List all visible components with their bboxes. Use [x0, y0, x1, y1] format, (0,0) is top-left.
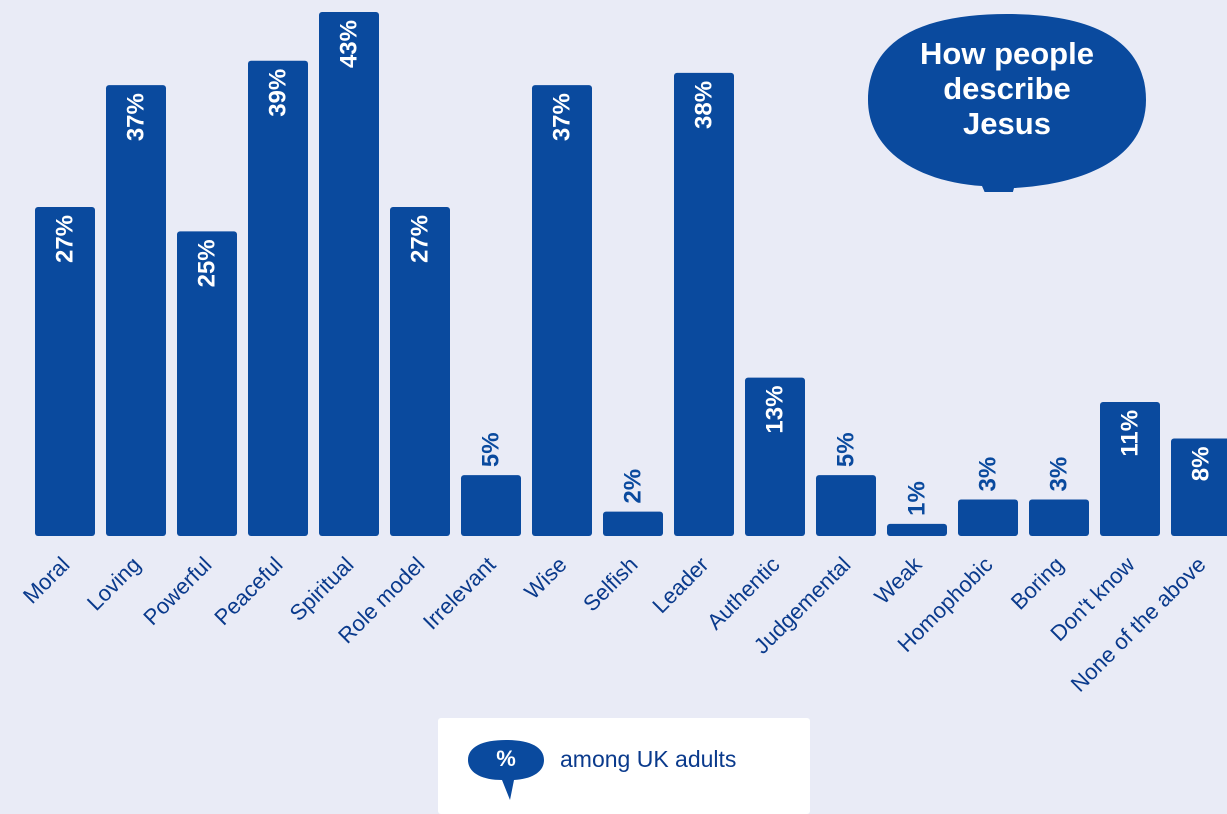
value-label: 25%	[194, 239, 221, 287]
category-label: Wise	[519, 552, 571, 604]
bar-leader	[674, 72, 734, 536]
legend: % among UK adults	[438, 718, 810, 814]
bar-judgemental	[816, 475, 876, 536]
bar-authentic	[745, 377, 805, 536]
bar-don-t-know	[1100, 401, 1160, 536]
value-label: 3%	[1046, 457, 1073, 492]
bars-layer	[35, 12, 1227, 537]
bar-none-of-the-above	[1171, 438, 1227, 536]
category-label: Loving	[82, 552, 146, 616]
value-label: 13%	[762, 386, 789, 434]
category-label: None of the above	[1066, 552, 1211, 697]
value-label: 37%	[123, 93, 150, 141]
category-label: Irrelevant	[418, 552, 501, 635]
bar-boring	[1029, 499, 1089, 536]
value-label: 5%	[478, 432, 505, 467]
bar-homophobic	[958, 499, 1018, 536]
category-label: Moral	[18, 552, 75, 609]
category-label: Leader	[647, 552, 713, 618]
value-label: 37%	[549, 93, 576, 141]
value-label: 2%	[620, 469, 647, 504]
value-labels-layer: 27% 37% 25% 39% 43% 27% 5% 37% 2% 38% 13% 5% 1% 3% 3% 1…	[52, 20, 1215, 516]
bar-wise	[532, 85, 592, 537]
value-label: 38%	[691, 81, 718, 129]
speech-bubble-shape	[868, 14, 1146, 192]
value-label: 5%	[833, 432, 860, 467]
value-label: 8%	[1188, 447, 1215, 482]
bar-spiritual	[319, 12, 379, 536]
bar-selfish	[603, 511, 663, 536]
value-label: 11%	[1117, 410, 1144, 457]
value-label: 3%	[975, 457, 1002, 492]
bar-role-model	[390, 206, 450, 536]
bar-moral	[35, 206, 95, 536]
value-label: 27%	[407, 215, 434, 263]
value-label: 1%	[904, 481, 931, 516]
category-label: Boring	[1006, 552, 1069, 615]
category-label: Peaceful	[209, 552, 287, 630]
legend-text: among UK adults	[560, 746, 737, 772]
value-label: 27%	[52, 215, 79, 263]
speech-bubble-icon	[468, 740, 544, 800]
value-label: 43%	[336, 20, 363, 68]
bar-irrelevant	[461, 475, 521, 536]
category-label: Powerful	[138, 552, 216, 630]
category-label: Spiritual	[285, 552, 359, 626]
bar-peaceful	[248, 60, 308, 536]
bar-loving	[106, 85, 166, 537]
category-label: Selfish	[578, 552, 642, 616]
bar-weak	[887, 523, 947, 536]
bar-powerful	[177, 231, 237, 537]
legend-symbol: %	[496, 746, 516, 771]
chart-title: How people describe Jesus	[920, 36, 1094, 141]
value-label: 39%	[265, 69, 292, 117]
category-label: Weak	[869, 551, 927, 609]
category-labels-layer: Moral LovingPowerfulPeacefulSpiritualRole…	[18, 551, 1211, 697]
